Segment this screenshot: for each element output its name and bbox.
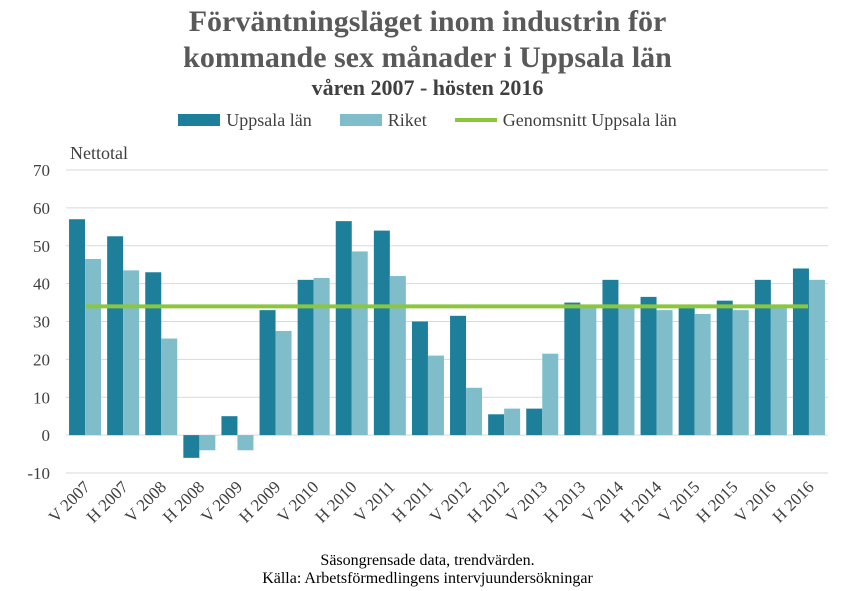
bar-uppsala (145, 272, 162, 436)
bar-riket (466, 387, 483, 436)
bar-riket (313, 277, 330, 436)
footer-note: Säsongrensade data, trendvärden. (320, 552, 535, 569)
bar-riket (427, 355, 444, 436)
x-tick-label: H 2016 (769, 477, 818, 526)
bar-riket (351, 251, 368, 436)
bar-uppsala (640, 296, 657, 436)
footer-source: Källa: Arbetsförmedlingens intervjuunder… (262, 570, 593, 587)
x-tick-label: V 2016 (731, 477, 780, 526)
bar-riket (618, 304, 635, 436)
bar-uppsala (373, 230, 390, 436)
bar-uppsala (335, 221, 352, 436)
bar-uppsala (602, 279, 619, 436)
x-tick-label: V 2010 (274, 477, 323, 526)
bar-uppsala (792, 268, 809, 436)
legend-item-riket: Riket (339, 109, 427, 131)
bar-uppsala (678, 306, 695, 436)
y-tick-label: 50 (33, 237, 50, 256)
y-tick-label: 20 (33, 350, 50, 369)
x-tick-label: V 2015 (655, 477, 704, 526)
x-tick-label: H 2007 (83, 477, 133, 527)
bar-riket (389, 276, 406, 436)
x-tick-label: H 2010 (311, 477, 360, 526)
x-tick-label: H 2008 (159, 477, 208, 526)
legend-item-average: Genomsnitt Uppsala län (454, 109, 677, 131)
x-tick-label: H 2013 (540, 477, 589, 526)
bar-uppsala (754, 279, 771, 436)
y-tick-label: -10 (27, 464, 50, 483)
bar-riket (275, 330, 292, 436)
legend-swatch-average (454, 118, 497, 122)
bar-uppsala (450, 315, 467, 436)
x-tick-label: V 2013 (502, 477, 551, 526)
x-tick-label: V 2009 (197, 477, 246, 526)
bar-uppsala (183, 435, 200, 458)
x-tick-label: V 2014 (578, 477, 627, 526)
bar-riket (732, 310, 749, 436)
x-tick-label: V 2008 (121, 477, 170, 526)
bar-riket (123, 270, 140, 436)
bar-riket (85, 259, 102, 436)
y-tick-label: 0 (42, 426, 51, 445)
x-tick-label: V 2007 (45, 477, 94, 526)
bar-riket (161, 338, 178, 436)
bar-uppsala (107, 236, 124, 436)
bar-uppsala (411, 321, 428, 436)
x-tick-label: H 2009 (235, 477, 284, 526)
legend-item-uppsala: Uppsala län (178, 109, 312, 131)
bar-uppsala (564, 302, 581, 436)
bar-riket (199, 435, 216, 451)
legend-label-average: Genomsnitt Uppsala län (502, 109, 677, 130)
x-tick-label: H 2011 (388, 477, 437, 526)
bar-riket (770, 304, 787, 436)
x-tick-label: H 2012 (464, 477, 513, 526)
bar-riket (542, 353, 559, 436)
x-tick-label: V 2011 (350, 477, 399, 526)
legend: Uppsala län Riket Genomsnitt Uppsala län (0, 108, 855, 132)
bar-riket (237, 435, 254, 451)
y-tick-label: 70 (33, 161, 50, 180)
bar-uppsala (297, 279, 314, 436)
bar-riket (580, 306, 597, 436)
bar-riket (694, 313, 711, 436)
y-axis-label: Nettotal (70, 143, 128, 163)
legend-label-riket: Riket (387, 109, 427, 130)
y-tick-label: 10 (33, 388, 50, 407)
x-tick-label: V 2012 (426, 477, 475, 526)
x-tick-label: H 2014 (616, 477, 666, 527)
bar-uppsala (259, 310, 276, 436)
bar-uppsala (526, 408, 543, 436)
bar-uppsala (488, 414, 505, 436)
legend-label-uppsala: Uppsala län (226, 109, 312, 130)
chart-subtitle: våren 2007 - hösten 2016 (311, 75, 544, 100)
legend-swatch-uppsala (178, 114, 221, 126)
bar-riket (808, 279, 825, 436)
bar-uppsala (69, 219, 86, 436)
bar-uppsala (716, 300, 733, 436)
bar-riket (656, 310, 673, 436)
chart-title-line1: Förväntningsläget inom industrin för (188, 5, 667, 38)
y-tick-label: 30 (33, 313, 50, 332)
y-tick-label: 60 (33, 199, 50, 218)
bar-riket (504, 408, 521, 436)
legend-swatch-riket (339, 114, 382, 126)
x-tick-label: H 2015 (692, 477, 741, 526)
y-tick-label: 40 (33, 275, 50, 294)
chart-title-line2: kommande sex månader i Uppsala län (183, 41, 672, 74)
bar-uppsala (221, 416, 238, 436)
